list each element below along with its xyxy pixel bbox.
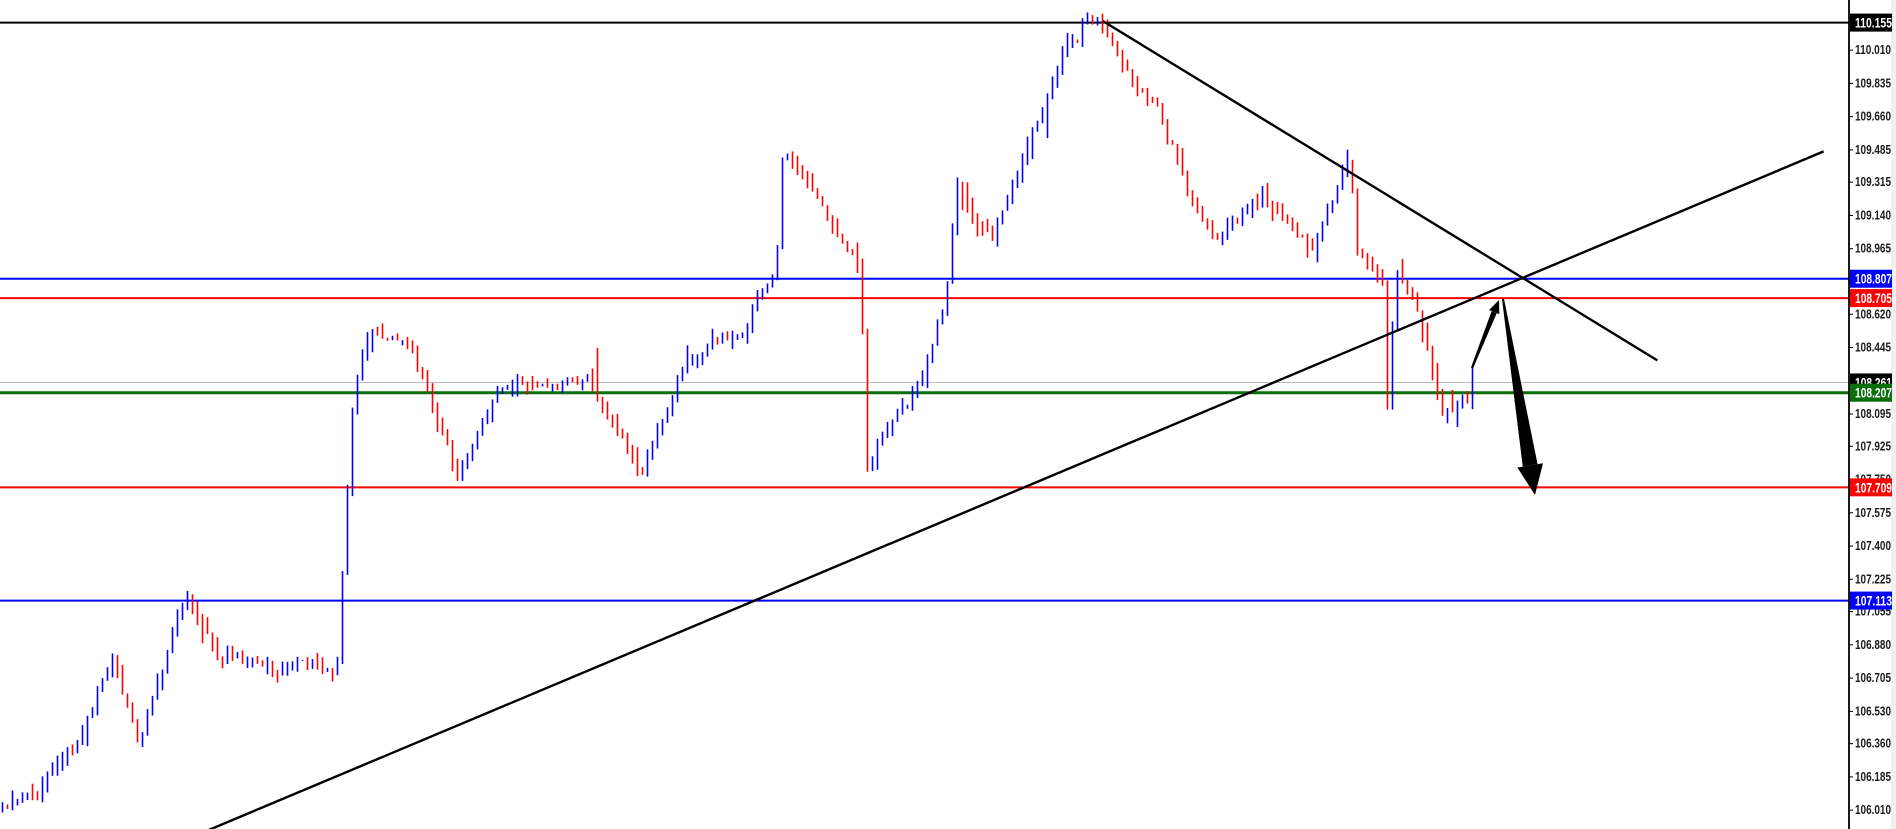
- svg-text:106.185: 106.185: [1855, 769, 1891, 784]
- svg-text:109.315: 109.315: [1855, 174, 1891, 189]
- svg-text:108.705: 108.705: [1855, 290, 1892, 306]
- svg-text:107.225: 107.225: [1855, 571, 1891, 586]
- svg-text:109.835: 109.835: [1855, 75, 1891, 90]
- svg-text:108.445: 108.445: [1855, 340, 1891, 355]
- svg-text:107.709: 107.709: [1855, 479, 1892, 495]
- svg-text:108.807: 108.807: [1855, 271, 1892, 287]
- svg-text:110.155: 110.155: [1855, 15, 1892, 31]
- svg-text:106.530: 106.530: [1855, 703, 1891, 718]
- svg-text:110.010: 110.010: [1855, 42, 1891, 57]
- svg-text:106.010: 106.010: [1855, 802, 1891, 817]
- svg-text:106.705: 106.705: [1855, 670, 1891, 685]
- svg-text:107.113: 107.113: [1855, 593, 1892, 609]
- svg-text:109.140: 109.140: [1855, 207, 1891, 222]
- svg-text:109.485: 109.485: [1855, 142, 1891, 157]
- svg-text:108.965: 108.965: [1855, 241, 1891, 256]
- svg-text:107.925: 107.925: [1855, 438, 1891, 453]
- svg-text:106.880: 106.880: [1855, 637, 1891, 652]
- svg-text:109.660: 109.660: [1855, 109, 1891, 124]
- svg-text:108.620: 108.620: [1855, 306, 1891, 321]
- svg-text:107.400: 107.400: [1855, 538, 1891, 553]
- svg-text:107.575: 107.575: [1855, 505, 1891, 520]
- svg-text:108.207: 108.207: [1855, 385, 1892, 401]
- svg-text:108.095: 108.095: [1855, 406, 1891, 421]
- svg-text:106.360: 106.360: [1855, 736, 1891, 751]
